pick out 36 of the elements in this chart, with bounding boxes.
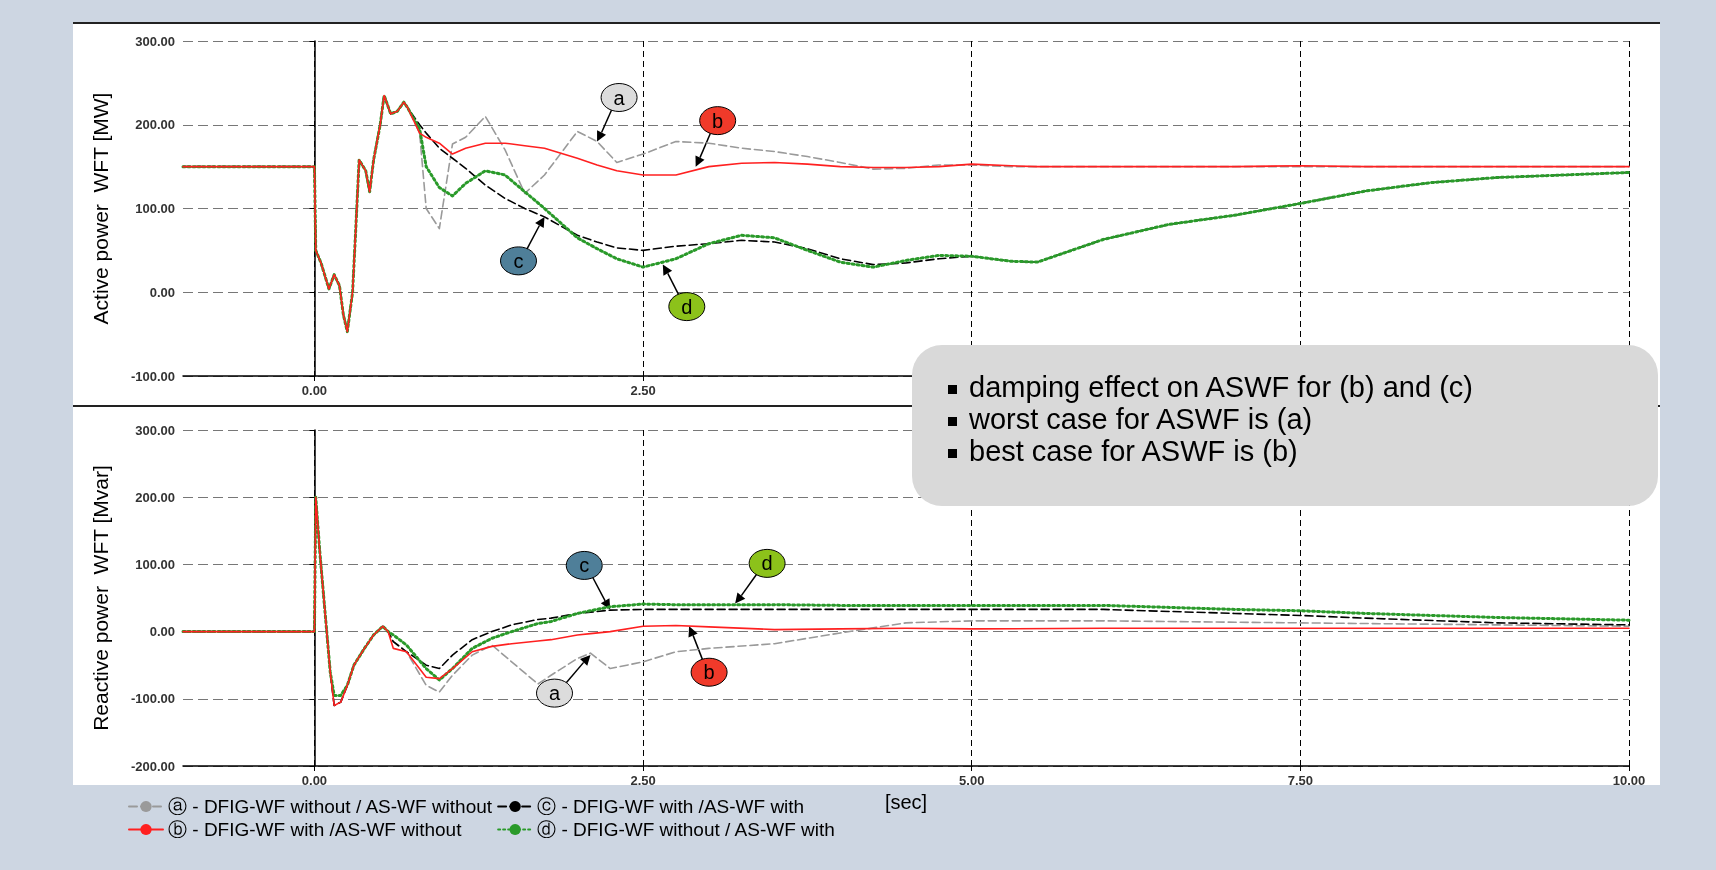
y-axis-title: Active power WFT [MW]: [89, 92, 112, 325]
y-tick-label: 200.00: [135, 117, 175, 133]
annotation: a: [548, 682, 561, 705]
y-tick-label: 0.00: [149, 284, 175, 300]
y-tick-label: 100.00: [135, 556, 175, 572]
annotation: c: [579, 554, 590, 577]
note-box: damping effect on ASWF for (b) and (c) worst case for ASWF is (a) best case for ASWF is (b): [912, 345, 1658, 506]
y-tick-label: -100.00: [130, 691, 175, 707]
annotation: damping effect on ASWF for (b) and (c): [969, 371, 1473, 403]
legend-label: ⓓ - DFIG-WF without / AS-WF with: [537, 819, 835, 840]
x-tick-label: 0.00: [301, 773, 328, 788]
annotation: d: [681, 295, 693, 318]
x-tick-label: 2.50: [630, 773, 656, 788]
annotation: b: [703, 661, 715, 684]
x-tick-label: 10.00: [1612, 773, 1646, 788]
x-tick-label: 2.50: [630, 383, 656, 398]
y-tick-label: 0.00: [149, 624, 175, 640]
x-tick-label: 5.00: [959, 773, 985, 788]
y-tick-label: -100.00: [130, 368, 175, 384]
legend-label: ⓒ - DFIG-WF with /AS-WF with: [537, 796, 805, 817]
y-tick-label: 200.00: [135, 489, 175, 505]
y-tick-label: 300.00: [135, 33, 175, 49]
y-tick-label: 300.00: [135, 422, 175, 438]
y-tick-label: 100.00: [135, 201, 175, 216]
legend-label: ⓑ - DFIG-WF with /AS-WF without: [168, 819, 463, 840]
annotation: a: [613, 86, 626, 109]
legend-label: ⓐ - DFIG-WF without / AS-WF without: [168, 796, 493, 817]
annotation: c: [513, 249, 524, 272]
x-tick-label: 7.50: [1287, 773, 1314, 788]
annotation: best case for ASWF is (b): [969, 435, 1298, 467]
annotation: worst case for ASWF is (a): [969, 403, 1313, 435]
annotation: d: [761, 552, 773, 575]
y-axis-title: Reactive power WFT [Mvar]: [89, 465, 112, 731]
x-axis-title: [sec]: [884, 790, 928, 813]
annotation: b: [712, 109, 724, 132]
y-tick-label: -200.00: [130, 758, 175, 774]
